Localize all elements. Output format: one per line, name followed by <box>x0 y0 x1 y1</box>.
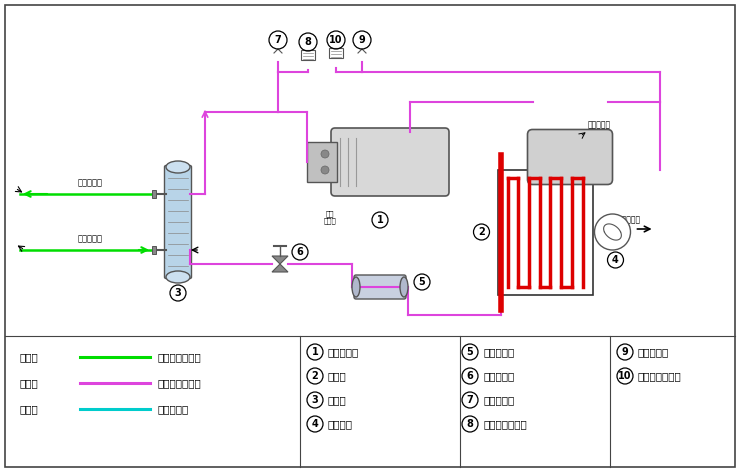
Text: 供液膨胀阀: 供液膨胀阀 <box>483 371 514 381</box>
Text: 9: 9 <box>359 35 366 45</box>
Text: 8: 8 <box>305 37 312 47</box>
Text: 高压排气管: 高压排气管 <box>588 120 611 129</box>
Bar <box>329 48 343 58</box>
Ellipse shape <box>166 271 190 283</box>
Ellipse shape <box>400 277 408 297</box>
Text: 绿色线: 绿色线 <box>20 352 38 362</box>
Text: 2: 2 <box>478 227 485 237</box>
Text: 8: 8 <box>466 419 474 429</box>
Text: 红色线: 红色线 <box>20 378 38 388</box>
Bar <box>301 50 315 60</box>
FancyBboxPatch shape <box>331 128 449 196</box>
Text: 低压
吸气管: 低压 吸气管 <box>323 210 337 224</box>
Text: 6: 6 <box>467 371 474 381</box>
Ellipse shape <box>166 161 190 173</box>
Circle shape <box>321 166 329 174</box>
Text: 风冷端出风: 风冷端出风 <box>617 215 641 224</box>
Text: 7: 7 <box>275 35 281 45</box>
Text: 7: 7 <box>467 395 474 405</box>
Polygon shape <box>272 256 288 264</box>
Text: 9: 9 <box>622 347 628 357</box>
Text: 高压压力表: 高压压力表 <box>638 347 669 357</box>
Text: 冷凝器: 冷凝器 <box>328 371 347 381</box>
Bar <box>497 169 593 295</box>
Text: 1: 1 <box>377 215 383 225</box>
Text: 6: 6 <box>297 247 303 257</box>
Text: 5: 5 <box>419 277 426 287</box>
Circle shape <box>321 150 329 158</box>
Bar <box>307 142 337 182</box>
FancyBboxPatch shape <box>528 129 613 185</box>
Text: 5: 5 <box>467 347 474 357</box>
Text: 水循环回路: 水循环回路 <box>158 404 189 414</box>
FancyBboxPatch shape <box>164 166 192 278</box>
Text: 10: 10 <box>618 371 632 381</box>
Text: 低压压力表: 低压压力表 <box>483 395 514 405</box>
Text: 载冷剂循环回路: 载冷剂循环回路 <box>158 352 202 362</box>
Text: 1: 1 <box>312 347 318 357</box>
Polygon shape <box>272 264 288 272</box>
Text: 4: 4 <box>312 419 318 429</box>
Text: 载冷剂流入: 载冷剂流入 <box>78 234 103 243</box>
Bar <box>152 190 156 198</box>
Circle shape <box>594 214 630 250</box>
Text: 3: 3 <box>312 395 318 405</box>
Ellipse shape <box>352 277 360 297</box>
Text: 2: 2 <box>312 371 318 381</box>
Text: 制冷剂循环回路: 制冷剂循环回路 <box>158 378 202 388</box>
Text: 干燥过滤器: 干燥过滤器 <box>483 347 514 357</box>
Text: 4: 4 <box>612 255 619 265</box>
Text: 蒸发器: 蒸发器 <box>328 395 347 405</box>
Text: 载冷剂出口: 载冷剂出口 <box>78 178 103 187</box>
Text: 螺杆压缩机: 螺杆压缩机 <box>328 347 359 357</box>
FancyBboxPatch shape <box>354 275 406 299</box>
Text: 低压压力控制器: 低压压力控制器 <box>483 419 527 429</box>
Text: 蓝色线: 蓝色线 <box>20 404 38 414</box>
Bar <box>152 246 156 254</box>
Text: 高压压力控制器: 高压压力控制器 <box>638 371 682 381</box>
Text: 冷却风扇: 冷却风扇 <box>328 419 353 429</box>
Text: 3: 3 <box>175 288 181 298</box>
Text: 10: 10 <box>329 35 343 45</box>
